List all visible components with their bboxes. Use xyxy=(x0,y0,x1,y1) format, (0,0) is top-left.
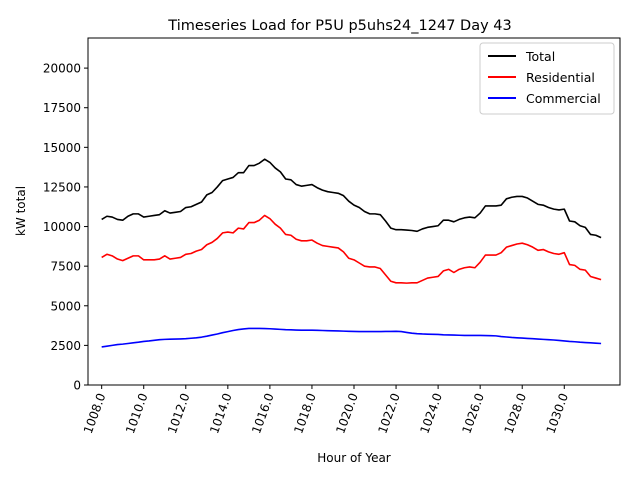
legend-label-commercial: Commercial xyxy=(526,91,601,106)
series-layer xyxy=(101,158,602,348)
y-tick-label: 2500 xyxy=(50,339,81,353)
chart-title: Timeseries Load for P5U p5uhs24_1247 Day… xyxy=(167,18,511,34)
y-tick-label: 7500 xyxy=(50,260,81,274)
y-axis-label: kW total xyxy=(14,186,28,236)
y-tick-label: 15000 xyxy=(43,141,81,155)
legend-box xyxy=(479,42,615,115)
legend-label-residential: Residential xyxy=(526,70,595,85)
series-line-residential xyxy=(101,214,602,284)
y-tick-label: 0 xyxy=(73,379,81,393)
x-axis-label: Hour of Year xyxy=(317,451,391,465)
legend: Total Residential Commercial xyxy=(479,42,615,115)
y-tick-label: 10000 xyxy=(43,220,81,234)
y-axis: 0 2500 5000 7500 10000 12500 15000 17500 20000 xyxy=(43,62,88,393)
series-line-commercial xyxy=(101,327,602,348)
y-tick-label: 17500 xyxy=(43,101,81,115)
y-tick-label: 12500 xyxy=(43,180,81,194)
y-tick-label: 20000 xyxy=(43,62,81,76)
legend-label-total: Total xyxy=(525,49,555,64)
y-tick-label: 5000 xyxy=(50,299,81,313)
series-line-total xyxy=(101,158,602,239)
